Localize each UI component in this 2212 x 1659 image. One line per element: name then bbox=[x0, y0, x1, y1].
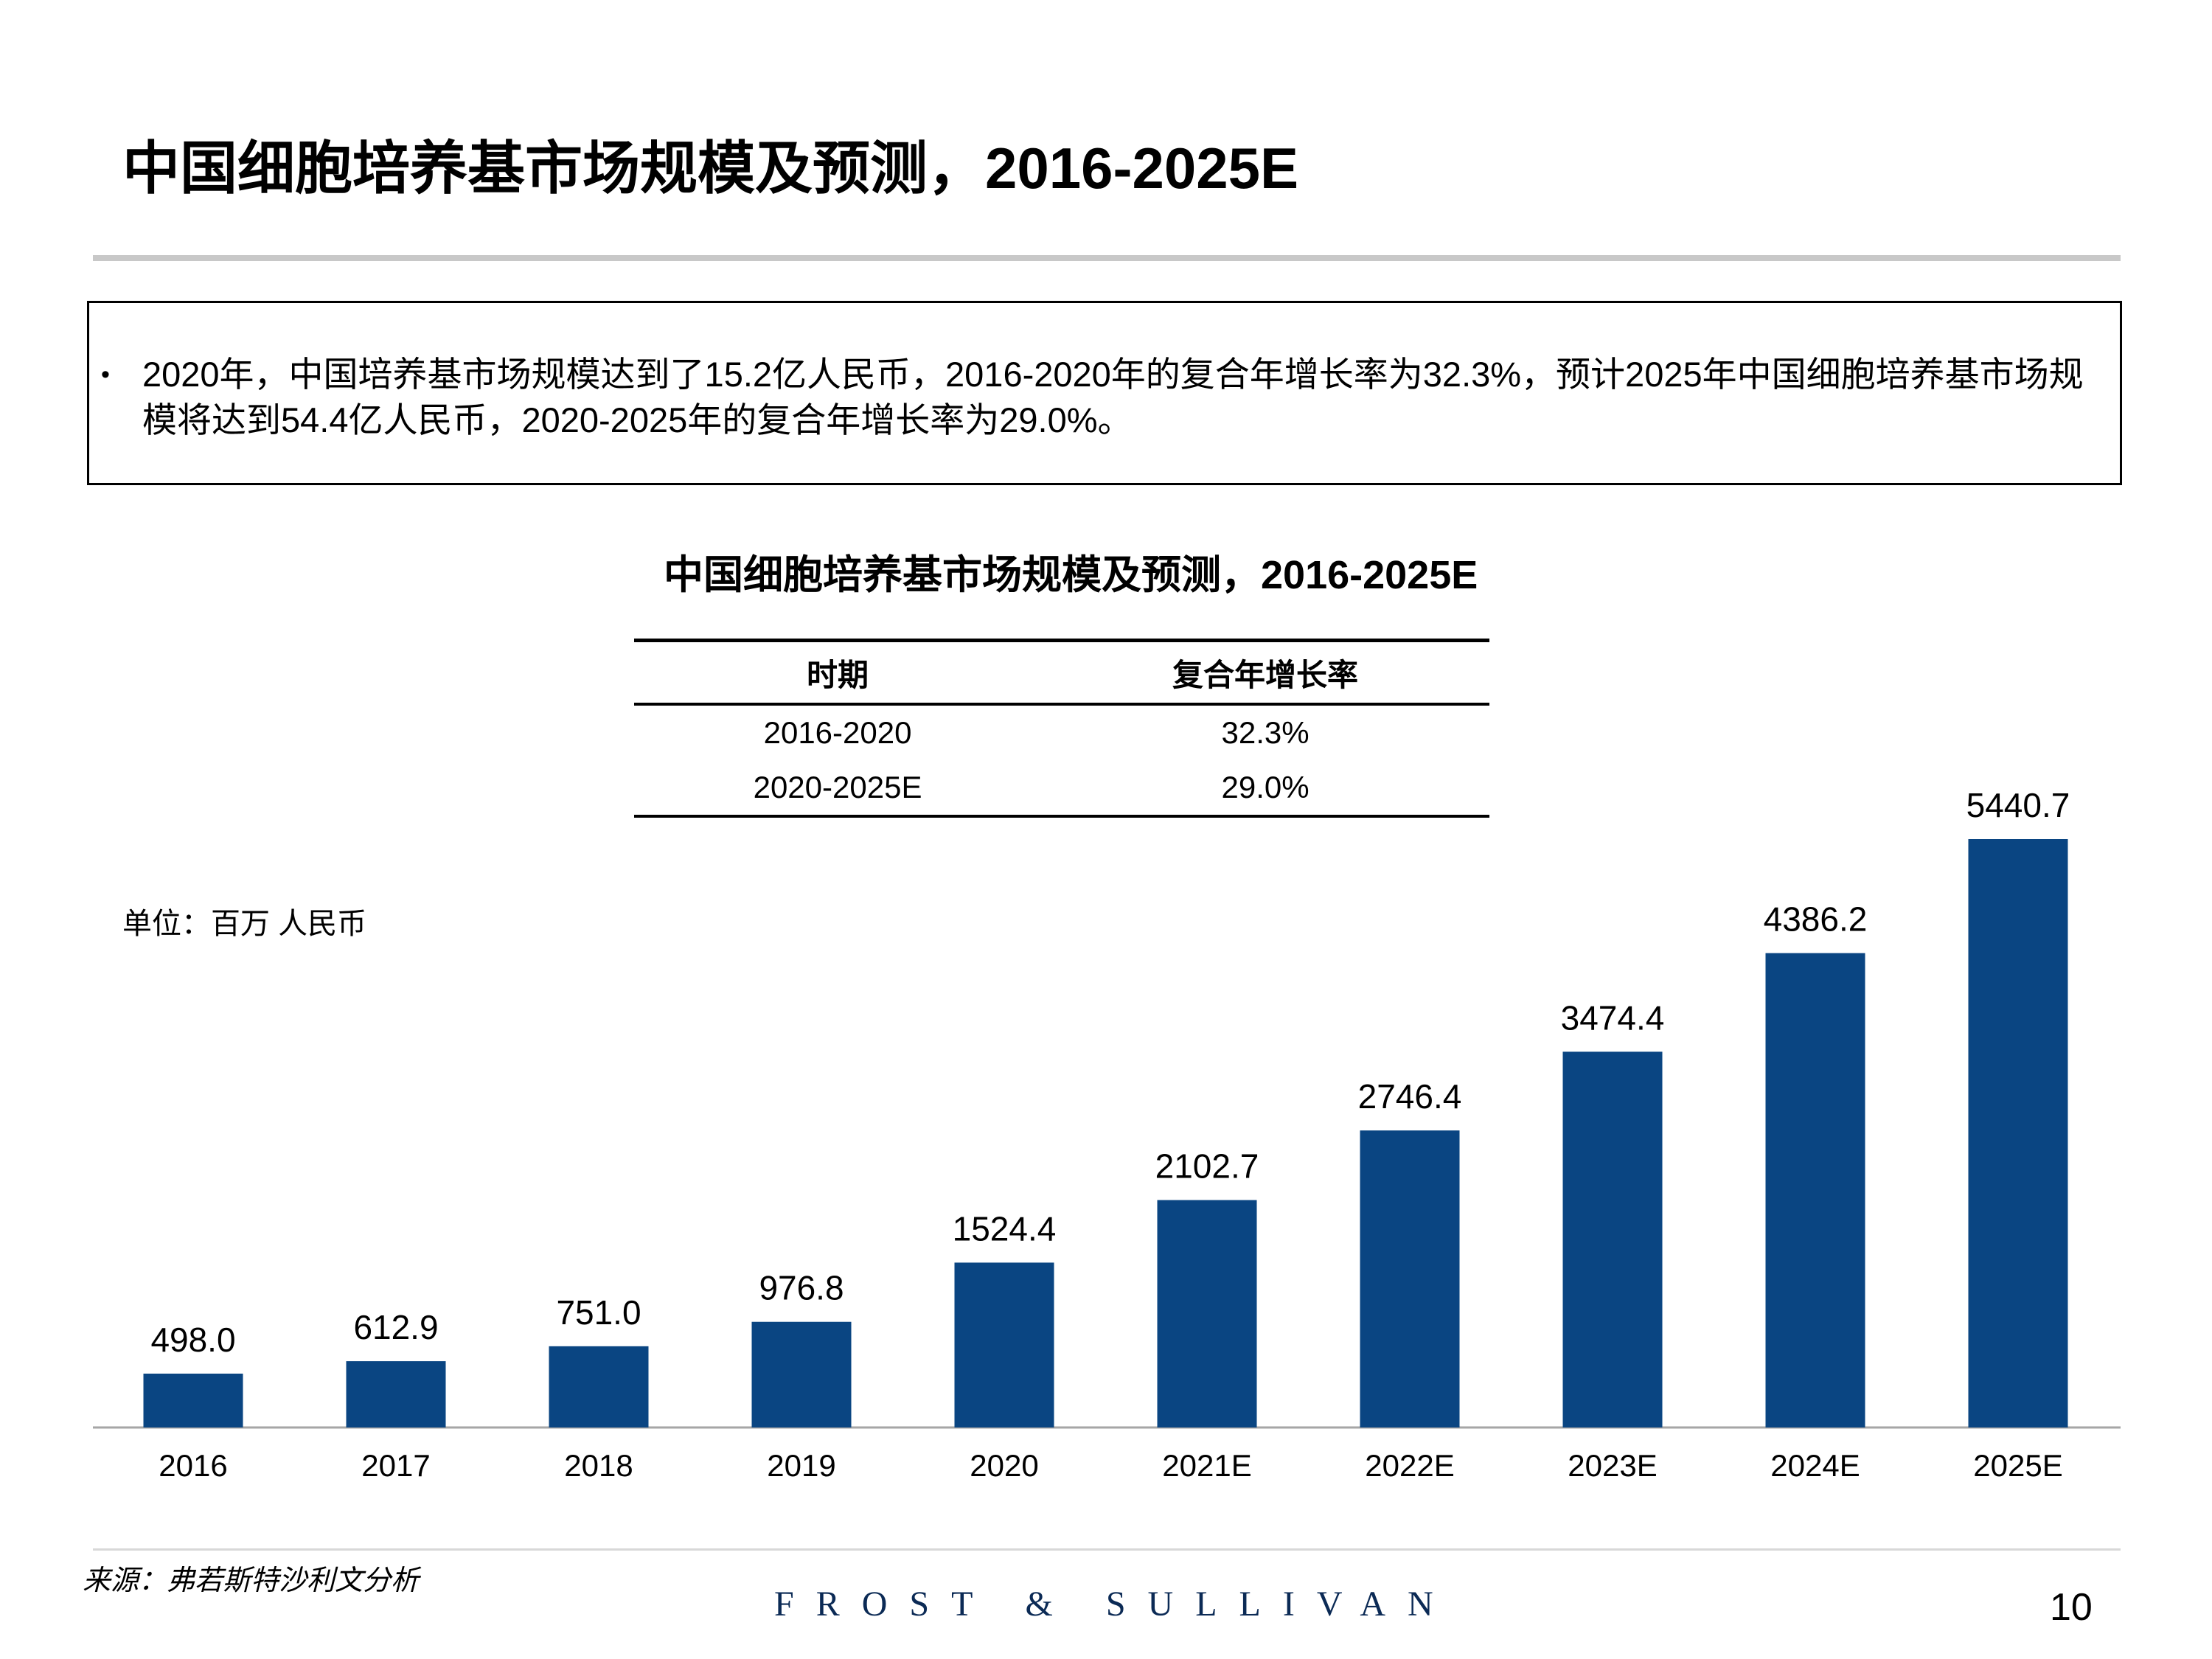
x-tick-label: 2025E bbox=[1973, 1448, 2062, 1483]
chart-title: 中国细胞培养基市场规模及预测，2016-2025E bbox=[664, 553, 1478, 597]
bar-2019 bbox=[751, 1321, 852, 1427]
cagr-table: 时期 复合年增长率 2016-2020 32.3% 2020-2025E 29.… bbox=[634, 639, 1489, 818]
bar-2018 bbox=[549, 1346, 649, 1427]
bar-2025E bbox=[1968, 839, 2068, 1427]
bar-value-label: 751.0 bbox=[556, 1293, 641, 1332]
title-divider bbox=[93, 255, 2121, 261]
bar-2023E bbox=[1562, 1051, 1663, 1427]
x-tick-label: 2016 bbox=[159, 1448, 227, 1483]
bar-value-label: 498.0 bbox=[150, 1321, 235, 1359]
page-title: 中国细胞培养基市场规模及预测，2016-2025E bbox=[122, 136, 1299, 201]
x-tick-label: 2019 bbox=[767, 1448, 835, 1483]
x-tick-label: 2017 bbox=[361, 1448, 430, 1483]
summary-bullet: • bbox=[101, 361, 110, 389]
bar-value-label: 1524.4 bbox=[953, 1209, 1057, 1248]
source-note: 来源：弗若斯特沙利文分析 bbox=[83, 1565, 420, 1596]
table-row: 2020-2025E 29.0% bbox=[634, 760, 1489, 818]
bar-value-label: 2746.4 bbox=[1358, 1077, 1462, 1116]
cagr-rate-cell: 32.3% bbox=[1221, 715, 1310, 750]
page-number: 10 bbox=[2050, 1586, 2093, 1629]
cagr-period-cell: 2016-2020 bbox=[763, 715, 912, 750]
bar-2017 bbox=[346, 1361, 446, 1427]
bar-2024E bbox=[1765, 953, 1865, 1427]
bar-value-label: 3474.4 bbox=[1561, 998, 1665, 1037]
x-tick-label: 2020 bbox=[970, 1448, 1038, 1483]
summary-box: • 2020年，中国培养基市场规模达到了15.2亿人民币，2016-2020年的… bbox=[87, 301, 2122, 485]
bar-value-label: 612.9 bbox=[353, 1308, 438, 1346]
x-tick-label: 2018 bbox=[564, 1448, 633, 1483]
cagr-header-period: 时期 bbox=[634, 639, 1042, 706]
bar-2020 bbox=[954, 1262, 1054, 1427]
bar-2016 bbox=[143, 1373, 243, 1427]
bar-value-label: 976.8 bbox=[759, 1269, 844, 1307]
cagr-period-cell: 2020-2025E bbox=[634, 760, 1042, 818]
x-tick-label: 2023E bbox=[1568, 1448, 1657, 1483]
bar-value-label: 2102.7 bbox=[1155, 1147, 1259, 1186]
cagr-rate-cell: 29.0% bbox=[1041, 760, 1489, 818]
brand-logo: FROST & SULLIVAN bbox=[774, 1585, 1455, 1624]
x-tick-label: 2024E bbox=[1770, 1448, 1860, 1483]
x-tick-label: 2022E bbox=[1365, 1448, 1454, 1483]
bar-2022E bbox=[1360, 1130, 1460, 1427]
unit-label: 单位：百万 人民币 bbox=[122, 908, 367, 940]
cagr-table-header-row: 时期 复合年增长率 bbox=[634, 639, 1489, 706]
summary-text: 2020年，中国培养基市场规模达到了15.2亿人民币，2016-2020年的复合… bbox=[142, 355, 2084, 439]
bar-2021E bbox=[1157, 1200, 1257, 1427]
bar-value-label: 5440.7 bbox=[1966, 786, 2070, 824]
table-row: 2016-2020 32.3% bbox=[634, 704, 1489, 760]
x-tick-label: 2021E bbox=[1162, 1448, 1251, 1483]
footer-divider bbox=[93, 1548, 2121, 1551]
bar-value-label: 4386.2 bbox=[1764, 900, 1868, 939]
cagr-header-rate: 复合年增长率 bbox=[1041, 639, 1489, 706]
